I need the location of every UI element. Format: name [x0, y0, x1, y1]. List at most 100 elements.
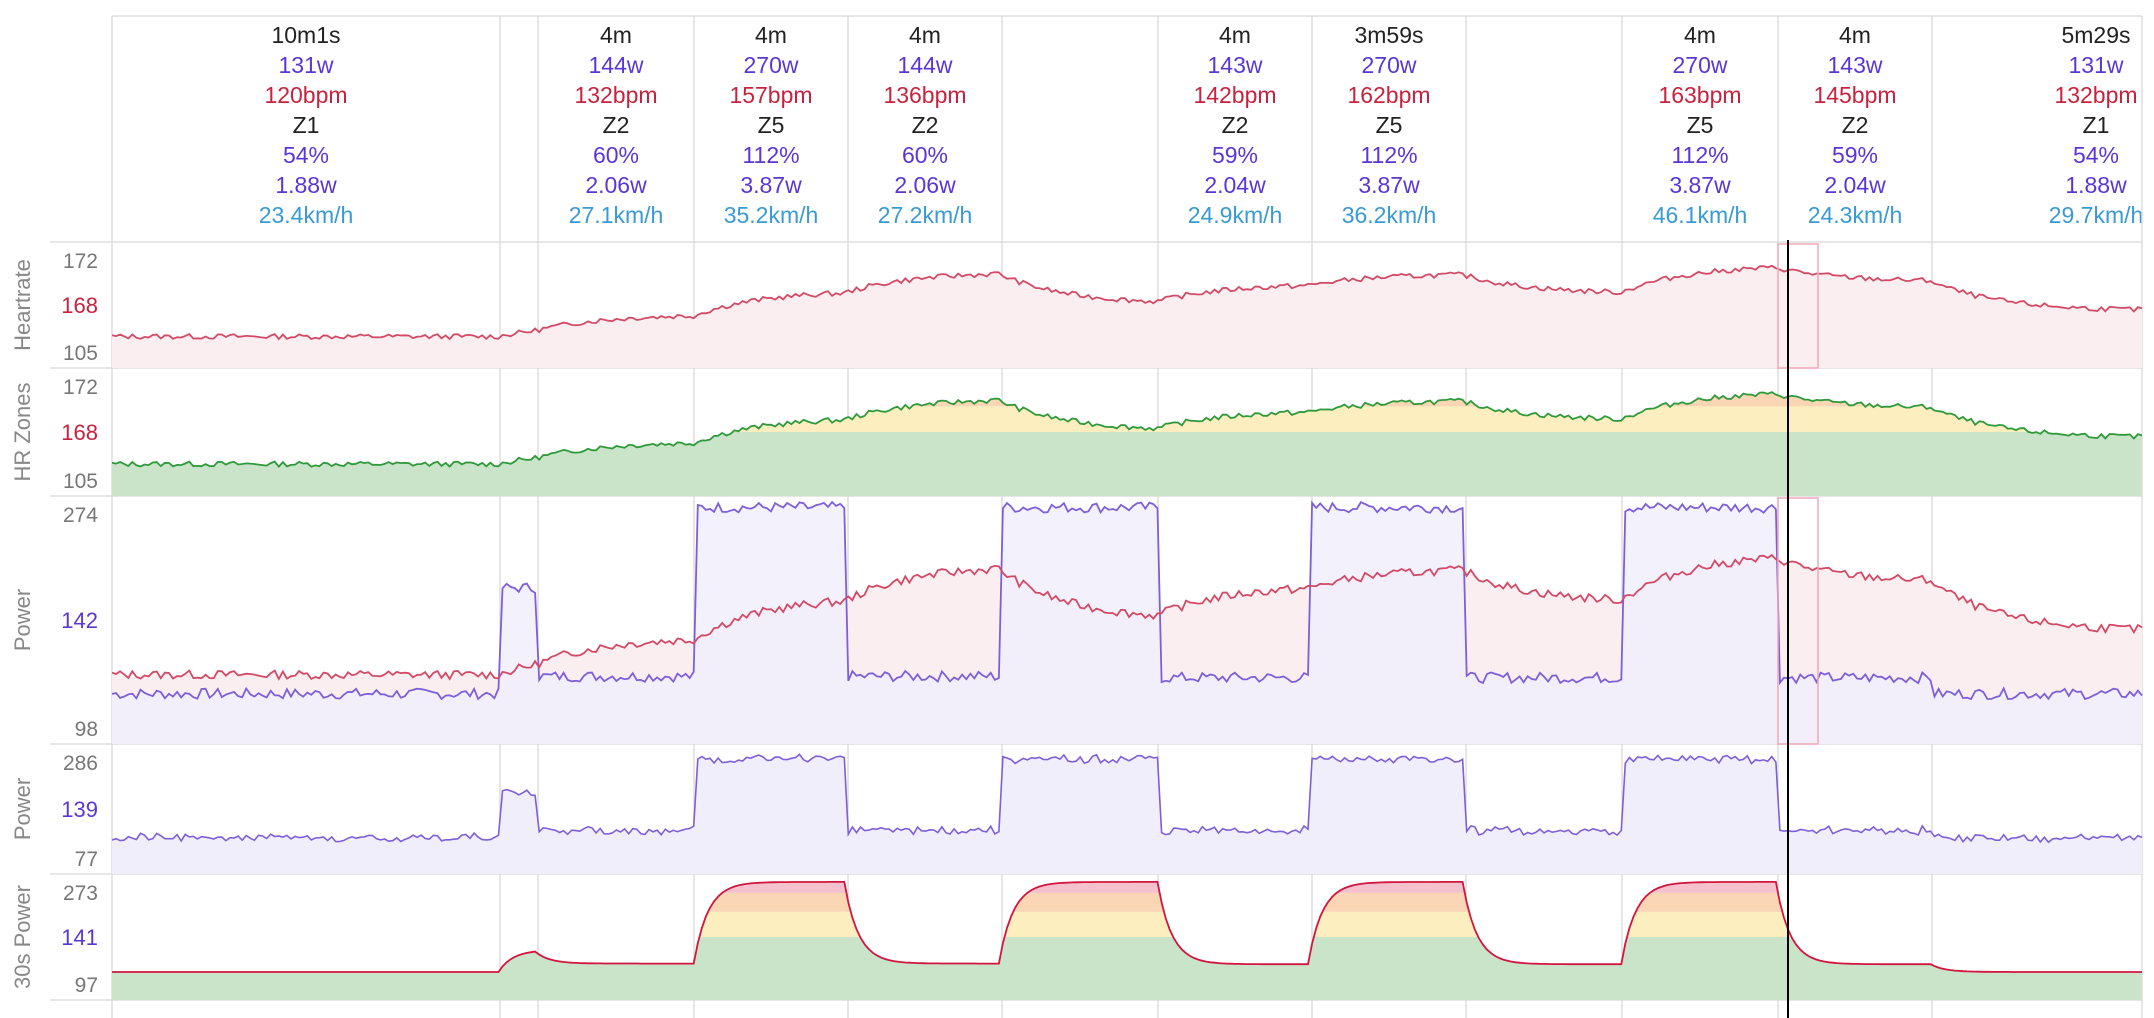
- power-hr-overlay-line: [111, 553, 2143, 681]
- interval-pct: 60%: [901, 142, 949, 168]
- panel-label-power_raw: Power: [10, 778, 35, 840]
- interval-summary-5[interactable]: 4m 144w 136bpm Z2 60% 2.06w 27.2km/h: [845, 0, 1005, 260]
- interval-duration: 4m: [909, 22, 941, 48]
- interval-pct: 60%: [592, 142, 640, 168]
- interval-summary-4[interactable]: 4m 270w 157bpm Z5 112% 3.87w 35.2km/h: [691, 0, 851, 260]
- interval-zone: Z2: [911, 112, 939, 138]
- power-zone-band: [112, 881, 2142, 893]
- interval-zone: Z2: [1841, 112, 1869, 138]
- interval-power: 143w: [1207, 52, 1263, 78]
- tick-label: 286: [63, 752, 98, 775]
- interval-hr: 145bpm: [1813, 82, 1897, 108]
- interval-power: 144w: [897, 52, 953, 78]
- interval-hr: 162bpm: [1347, 82, 1431, 108]
- heartrate-area: [112, 265, 2142, 368]
- hr-zones-line: [112, 391, 2142, 468]
- interval-speed: 29.7km/h: [2048, 202, 2144, 228]
- hover-highlight-box: [1777, 243, 1819, 369]
- tick-label: 142: [61, 608, 98, 633]
- interval-duration: 3m59s: [1354, 22, 1424, 48]
- interval-power: 270w: [1672, 52, 1728, 78]
- interval-hr: 157bpm: [729, 82, 813, 108]
- interval-summary-12[interactable]: 5m29s 131w 132bpm Z1 54% 1.88w 29.7km/h: [2016, 0, 2154, 260]
- tick-label: 77: [75, 848, 98, 871]
- interval-speed: 24.3km/h: [1807, 202, 1903, 228]
- power-area: [112, 502, 2142, 744]
- interval-zone: Z5: [1375, 112, 1403, 138]
- interval-wkg: 3.87w: [1358, 172, 1420, 198]
- interval-hr: 142bpm: [1193, 82, 1277, 108]
- interval-summary-header: 10m1s 131w 120bpm Z1 54% 1.88w 23.4km/h 4m 144w 1…: [0, 0, 2154, 240]
- interval-power: 270w: [1361, 52, 1417, 78]
- interval-hr: 120bpm: [264, 82, 348, 108]
- interval-pct: 112%: [1360, 142, 1418, 168]
- hover-highlight-box: [1777, 497, 1819, 745]
- cursor-overlay: [1777, 240, 1819, 1018]
- interval-wkg: 3.87w: [740, 172, 802, 198]
- interval-hr: 132bpm: [574, 82, 658, 108]
- interval-wkg: 3.87w: [1669, 172, 1731, 198]
- interval-wkg: 2.06w: [585, 172, 647, 198]
- interval-duration: 10m1s: [271, 22, 341, 48]
- tick-label: 168: [61, 293, 98, 318]
- interval-summary-11[interactable]: 4m 143w 145bpm Z2 59% 2.04w 24.3km/h: [1775, 0, 1935, 260]
- interval-pct: 59%: [1831, 142, 1879, 168]
- interval-summary-8[interactable]: 3m59s 270w 162bpm Z5 112% 3.87w 36.2km/h: [1309, 0, 1469, 260]
- panel-label-power: Power: [10, 589, 35, 651]
- panel-label-hr_zones: HR Zones: [10, 382, 35, 481]
- interval-wkg: 1.88w: [275, 172, 337, 198]
- interval-power: 131w: [278, 52, 334, 78]
- interval-speed: 27.2km/h: [877, 202, 973, 228]
- interval-power: 143w: [1827, 52, 1883, 78]
- interval-zone: Z1: [2082, 112, 2110, 138]
- power-raw-area: [112, 754, 2142, 874]
- interval-zone: Z5: [757, 112, 785, 138]
- interval-duration: 4m: [1684, 22, 1716, 48]
- interval-speed: 36.2km/h: [1341, 202, 1437, 228]
- interval-speed: 24.9km/h: [1187, 202, 1283, 228]
- interval-hr: 163bpm: [1658, 82, 1742, 108]
- tick-label: 139: [61, 797, 98, 822]
- interval-hr: 136bpm: [883, 82, 967, 108]
- interval-pct: 112%: [742, 142, 800, 168]
- tick-label: 172: [63, 376, 98, 399]
- interval-wkg: 2.06w: [894, 172, 956, 198]
- tick-label: 172: [63, 250, 98, 273]
- interval-speed: 46.1km/h: [1652, 202, 1748, 228]
- interval-power: 131w: [2068, 52, 2124, 78]
- interval-summary-1[interactable]: 10m1s 131w 120bpm Z1 54% 1.88w 23.4km/h: [226, 0, 386, 260]
- panel-label-heartrate: Heartrate: [10, 259, 35, 351]
- panel-label-power_30s: 30s Power: [10, 885, 35, 989]
- interval-zone: Z2: [1221, 112, 1249, 138]
- interval-pct: 59%: [1211, 142, 1259, 168]
- interval-duration: 4m: [600, 22, 632, 48]
- power-raw-line: [111, 753, 2143, 844]
- interval-summary-3[interactable]: 4m 144w 132bpm Z2 60% 2.06w 27.1km/h: [536, 0, 696, 260]
- interval-pct: 54%: [2072, 142, 2120, 168]
- interval-summary-10[interactable]: 4m 270w 163bpm Z5 112% 3.87w 46.1km/h: [1620, 0, 1780, 260]
- tick-label: 105: [63, 470, 98, 493]
- interval-zone: Z2: [602, 112, 630, 138]
- interval-duration: 4m: [1839, 22, 1871, 48]
- interval-power: 144w: [588, 52, 644, 78]
- axis-labels: Heartrate 172 168 105 HR Zones 172 168 105 Power…: [10, 250, 98, 997]
- interval-wkg: 2.04w: [1204, 172, 1266, 198]
- interval-summary-7[interactable]: 4m 143w 142bpm Z2 59% 2.04w 24.9km/h: [1155, 0, 1315, 260]
- interval-wkg: 1.88w: [2065, 172, 2127, 198]
- tick-label: 273: [63, 882, 98, 905]
- interval-duration: 4m: [1219, 22, 1251, 48]
- tick-label: 141: [61, 925, 98, 950]
- interval-duration: 4m: [755, 22, 787, 48]
- interval-zone: Z1: [292, 112, 320, 138]
- interval-duration: 5m29s: [2061, 22, 2131, 48]
- heartrate-line: [111, 264, 2143, 341]
- interval-pct: 54%: [282, 142, 330, 168]
- power-30s-line: [112, 881, 2142, 973]
- interval-wkg: 2.04w: [1824, 172, 1886, 198]
- interval-power: 270w: [743, 52, 799, 78]
- interval-speed: 23.4km/h: [258, 202, 354, 228]
- power-line: [111, 500, 2143, 701]
- interval-speed: 35.2km/h: [723, 202, 819, 228]
- tick-label: 274: [63, 504, 98, 527]
